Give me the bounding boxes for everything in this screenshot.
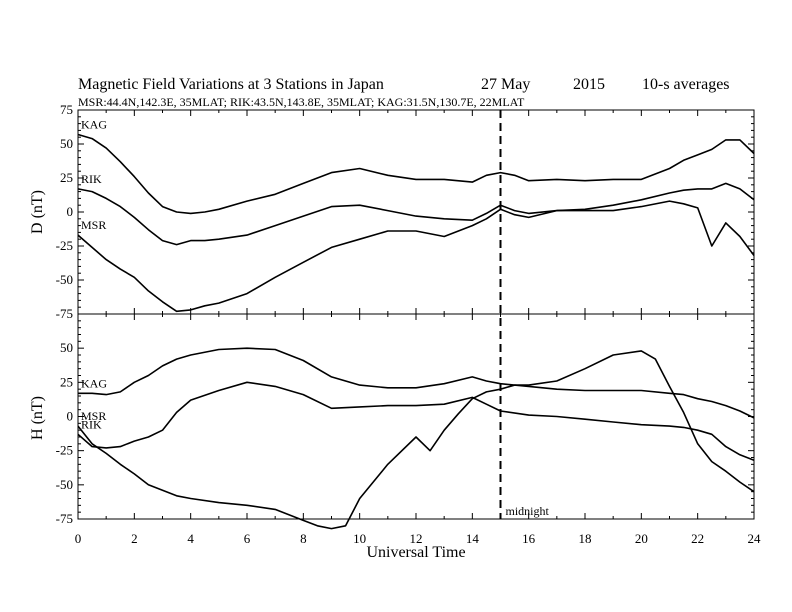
- x-tick-label: 12: [410, 531, 423, 546]
- y-tick-label: 50: [60, 136, 73, 151]
- series-line-kag: [78, 347, 755, 419]
- y-tick-label: -25: [56, 443, 73, 458]
- series-label-rik: RIK: [81, 172, 102, 186]
- panel-h-frame: [77, 313, 755, 520]
- x-tick-label: 14: [466, 531, 480, 546]
- y-tick-label: -75: [56, 306, 73, 321]
- y-tick-label: -25: [56, 238, 73, 253]
- series-lines: [77, 133, 755, 530]
- y-tick-label: -50: [56, 477, 73, 492]
- series-line-rik: [77, 182, 755, 246]
- series-line-msr: [77, 350, 755, 530]
- x-tick-label: 2: [131, 531, 138, 546]
- chart-subtitle: MSR:44.4N,142.3E, 35MLAT; RIK:43.5N,143.…: [78, 95, 525, 109]
- x-tick-label: 20: [635, 531, 648, 546]
- y-tick-label: -50: [56, 272, 73, 287]
- y-tick-label: 25: [60, 170, 73, 185]
- midnight-label: midnight: [506, 504, 550, 518]
- x-tick-label: 24: [748, 531, 762, 546]
- y-tick-label: 50: [60, 340, 73, 355]
- series-label-kag: KAG: [81, 376, 107, 390]
- chart-date: 27 May: [481, 76, 530, 93]
- series-label-kag: KAG: [81, 117, 107, 131]
- x-tick-label: 10: [353, 531, 366, 546]
- chart-year: 2015: [573, 76, 605, 93]
- chart-averaging: 10-s averages: [642, 76, 730, 93]
- x-tick-label: 16: [522, 531, 536, 546]
- chart-title: Magnetic Field Variations at 3 Stations …: [78, 76, 384, 93]
- x-tick-label: 18: [579, 531, 592, 546]
- y-tick-label: 0: [67, 204, 74, 219]
- y-tick-label: -75: [56, 511, 73, 526]
- y-tick-label: 25: [60, 374, 73, 389]
- panel-d-ylabel: D (nT): [29, 190, 46, 234]
- y-tick-label: 0: [67, 409, 74, 424]
- panel-h-ylabel: H (nT): [29, 396, 46, 440]
- axis-ticks: 0 2 4 6 8 10 12 14 16 18 20 22 247550250-25-50-75502…: [56, 102, 761, 546]
- series-label-rik: RIK: [81, 417, 102, 431]
- x-tick-label: 22: [691, 531, 704, 546]
- x-axis-label: Universal Time: [366, 544, 465, 561]
- series-line-rik: [77, 381, 755, 461]
- x-tick-label: 0: [75, 531, 82, 546]
- series-label-msr: MSR: [81, 218, 106, 232]
- series-label-msr: MSR: [81, 409, 106, 423]
- series-line-kag: [77, 133, 755, 215]
- x-tick-label: 4: [187, 531, 194, 546]
- x-tick-label: 8: [300, 531, 307, 546]
- x-tick-label: 6: [244, 531, 251, 546]
- series-line-msr: [77, 200, 755, 313]
- y-tick-label: 75: [60, 102, 73, 117]
